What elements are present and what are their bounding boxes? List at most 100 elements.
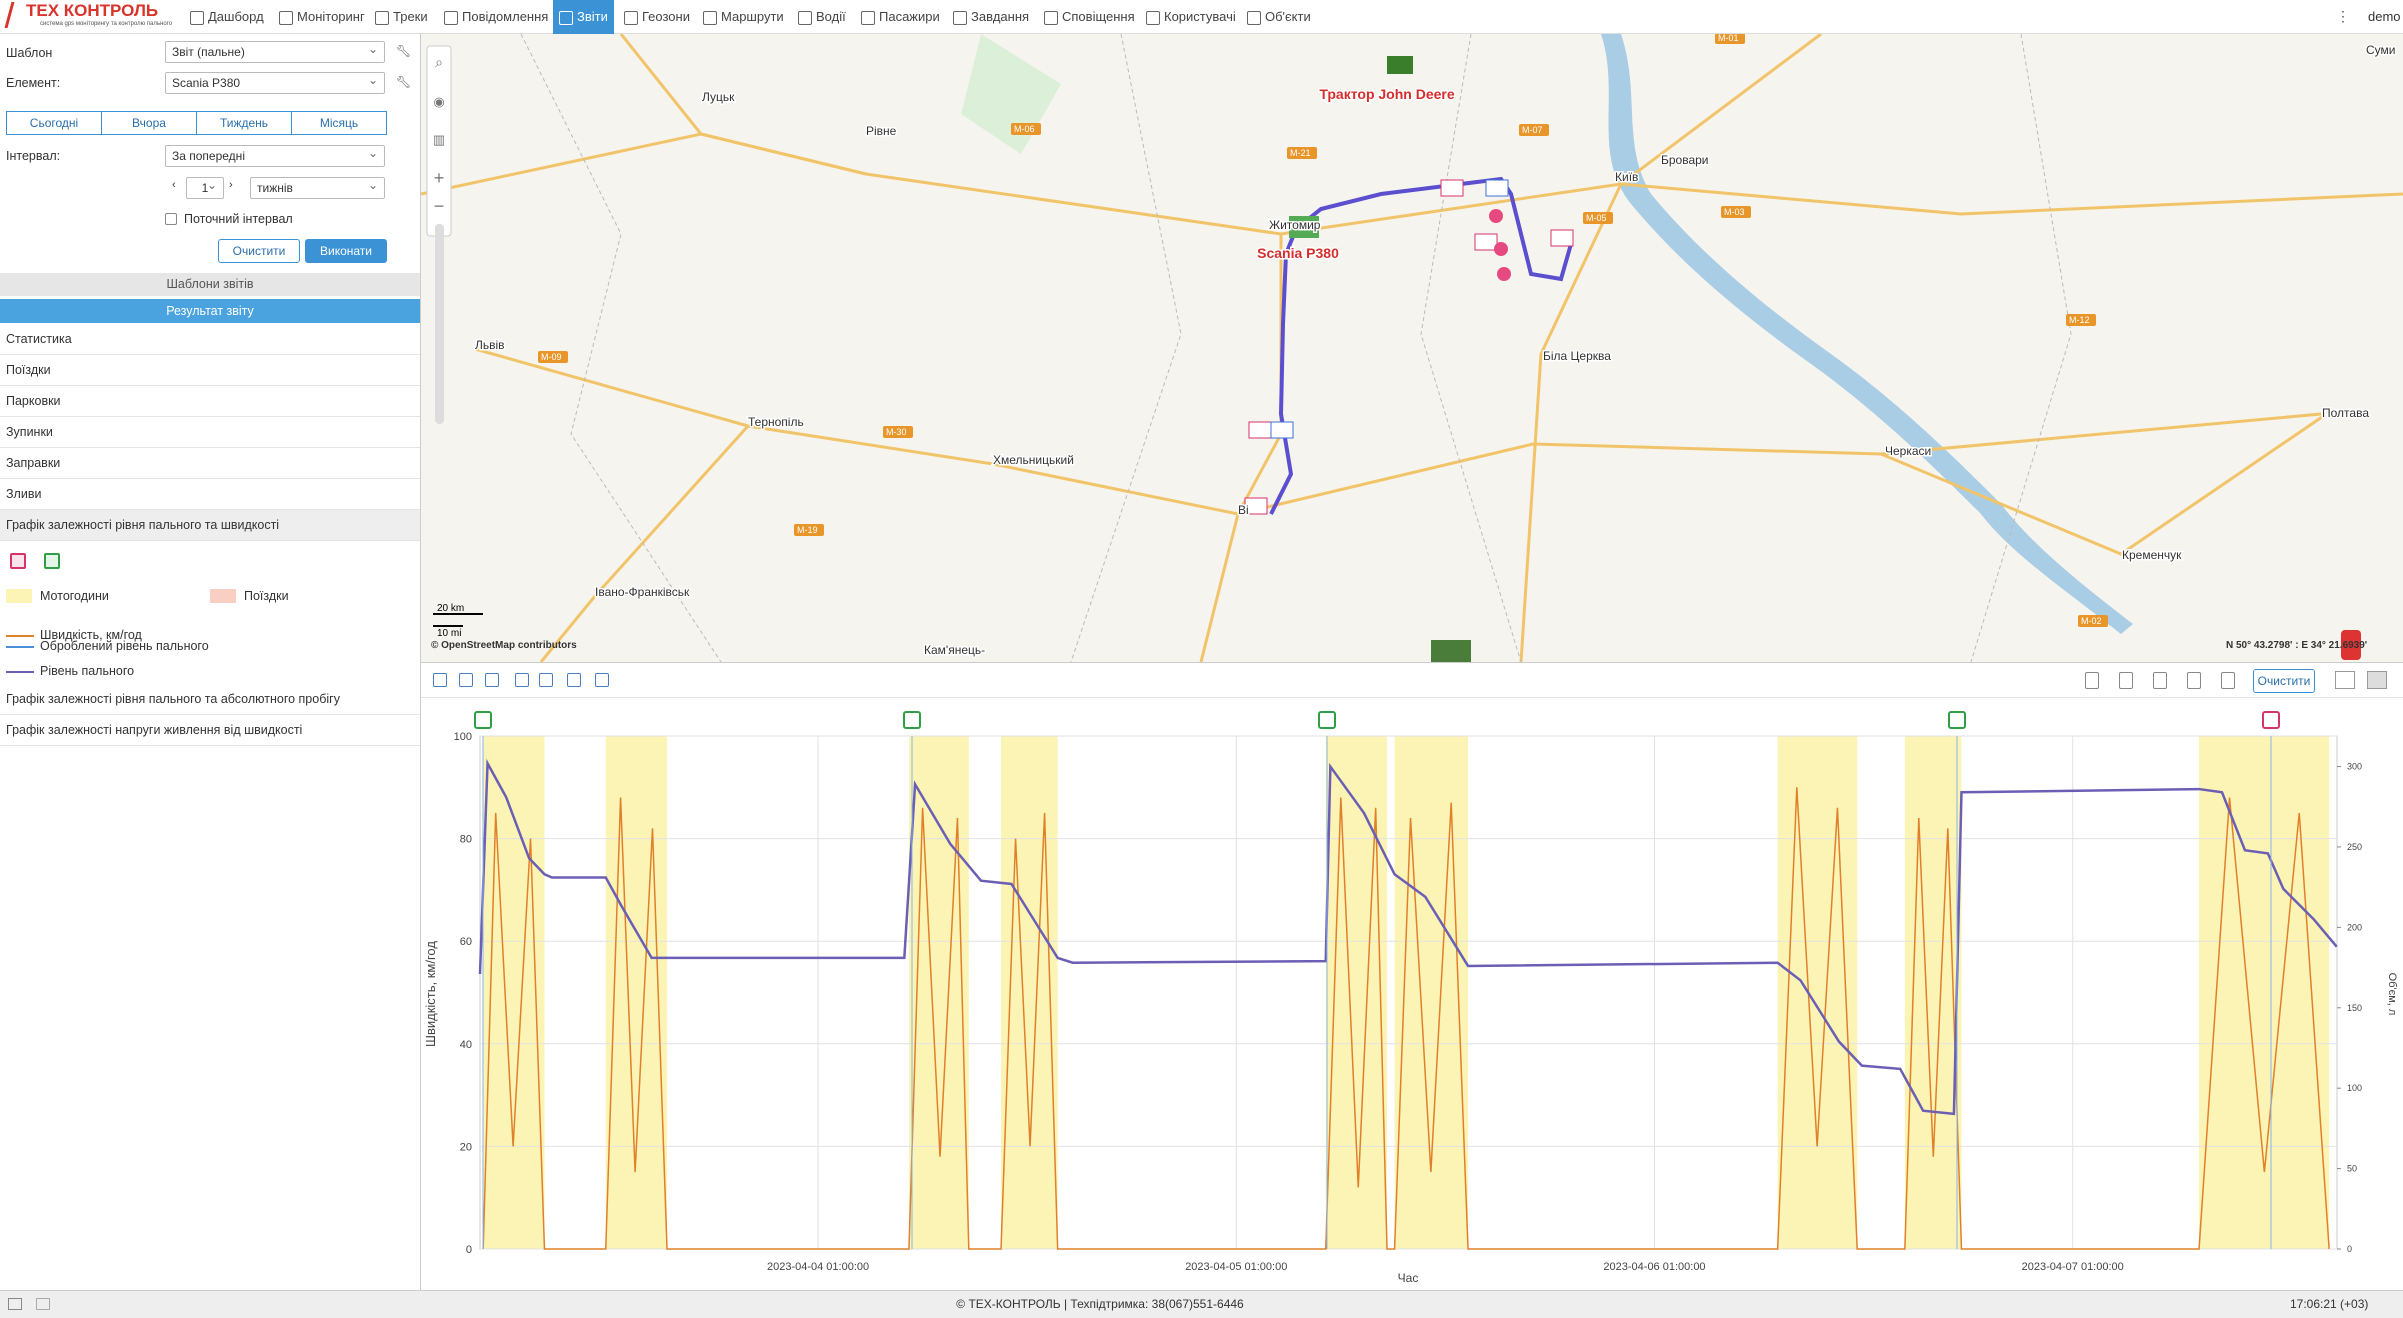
export-tool[interactable] xyxy=(2221,672,2235,689)
zoom-out[interactable]: − xyxy=(434,196,445,216)
chart-toolbar: Очистити xyxy=(421,662,2403,698)
wrench-icon[interactable]: 🔧︎ xyxy=(396,75,412,89)
chart-tool[interactable] xyxy=(433,673,447,687)
clear-button[interactable]: Очистити xyxy=(218,239,300,263)
wrench-icon[interactable]: 🔧︎ xyxy=(396,44,412,58)
vehicle-label[interactable]: Трактор John Deere xyxy=(1318,85,1456,104)
fuel-event-icon[interactable] xyxy=(474,711,492,729)
road-badge xyxy=(2066,314,2096,326)
report-section[interactable]: Зупинки xyxy=(0,417,420,448)
report-section[interactable]: Парковки xyxy=(0,386,420,417)
boundaries xyxy=(520,34,2072,662)
interval-label: Інтервал: xyxy=(6,149,61,163)
report-section[interactable]: Графік залежності рівня пального та абсо… xyxy=(0,684,420,715)
export-tool[interactable] xyxy=(2187,672,2201,689)
legend-label[interactable]: Швидкість, км/год xyxy=(40,628,142,642)
nav-item[interactable]: Повідомлення xyxy=(438,0,554,34)
period-button[interactable]: Тиждень xyxy=(196,111,292,135)
y2-tick-label: 200 xyxy=(2347,922,2362,932)
place-label: Житомир xyxy=(1269,218,1321,232)
legend-label[interactable]: Оброблений рівень пального xyxy=(40,639,209,653)
legend-label[interactable]: Рівень пального xyxy=(40,664,135,678)
vehicle-icon[interactable] xyxy=(1289,216,1319,238)
nav-item[interactable]: Звіти xyxy=(553,0,614,34)
report-section[interactable]: Зливи xyxy=(0,479,420,510)
period-button[interactable]: Вчора xyxy=(101,111,197,135)
unit-select[interactable]: тижнів xyxy=(250,175,385,199)
fuel-event-icon[interactable] xyxy=(1318,711,1336,729)
nav-item[interactable]: Сповіщення xyxy=(1038,0,1141,34)
road-label: M-03 xyxy=(1724,207,1745,217)
element-select[interactable]: Scania P380 xyxy=(165,70,385,94)
legend-label[interactable]: Мотогодини xyxy=(40,589,109,603)
menu-dots[interactable]: ⋮ xyxy=(2336,8,2350,24)
chart-toggle[interactable] xyxy=(2367,671,2387,689)
place-label: Кам'янець- xyxy=(924,643,985,657)
nav-item[interactable]: Геозони xyxy=(618,0,696,34)
zoom-in[interactable]: + xyxy=(434,168,445,188)
next-arrow[interactable]: › xyxy=(229,179,233,191)
refuel-icon[interactable] xyxy=(44,553,60,569)
nav-item[interactable]: Водії xyxy=(792,0,852,34)
nav-item[interactable]: Пасажири xyxy=(855,0,946,34)
legend-label[interactable]: Поїздки xyxy=(244,589,289,603)
layers-control[interactable]: ▥ xyxy=(433,132,445,147)
search-control[interactable]: ⌕ xyxy=(435,54,443,70)
nav-item[interactable]: Моніторинг xyxy=(273,0,371,34)
vehicle-icon[interactable] xyxy=(1387,56,1413,74)
report-section[interactable]: Статистика xyxy=(0,324,420,355)
map-toggle[interactable] xyxy=(2335,671,2355,689)
count-input[interactable]: 1 xyxy=(186,175,224,199)
logo[interactable]: ТЕХ КОНТРОЛЬ xyxy=(26,1,159,20)
prev-arrow[interactable]: ‹ xyxy=(172,179,176,191)
report-section[interactable]: Графік залежності напруги живлення від ш… xyxy=(0,715,420,746)
x-tick-label: 2023-04-07 01:00:00 xyxy=(2022,1261,2124,1273)
templates-header[interactable]: Шаблони звітів xyxy=(0,273,420,296)
chart-tool[interactable] xyxy=(539,673,553,687)
nav-item[interactable]: Користувачі xyxy=(1140,0,1242,34)
nav-item[interactable]: Завдання xyxy=(947,0,1035,34)
road-label: M-06 xyxy=(1014,124,1035,134)
interval-select[interactable]: За попередні xyxy=(165,143,385,167)
fuel-event-icon[interactable] xyxy=(2262,711,2280,729)
grid-toggle[interactable] xyxy=(36,1298,50,1310)
period-button[interactable]: Місяць xyxy=(291,111,387,135)
export-tool[interactable] xyxy=(2153,672,2167,689)
nav-item[interactable]: Об'єкти xyxy=(1241,0,1317,34)
chart-tool[interactable] xyxy=(485,673,499,687)
chart-tool[interactable] xyxy=(459,673,473,687)
eye-control[interactable]: ◉ xyxy=(433,94,444,109)
template-select[interactable]: Звіт (пальне) xyxy=(165,39,385,63)
nav-item[interactable]: Маршрути xyxy=(697,0,790,34)
export-tool[interactable] xyxy=(2119,672,2133,689)
vehicle-icon[interactable] xyxy=(1431,640,1471,662)
user-name[interactable]: demo xyxy=(2368,9,2401,24)
nav-item[interactable]: Дашборд xyxy=(184,0,270,34)
drain-icon[interactable] xyxy=(10,553,26,569)
result-header[interactable]: Результат звіту xyxy=(0,299,420,323)
chart-tool[interactable] xyxy=(595,673,609,687)
map-controls: ⌕ ◉ ▥ + − xyxy=(426,45,452,424)
checkbox-label[interactable]: Поточний інтервал xyxy=(184,212,293,226)
logo-subtitle: система gps моніторингу та контролю паль… xyxy=(40,21,173,27)
y-tick-label: 60 xyxy=(460,936,472,948)
vehicle-label[interactable]: Scania P380 xyxy=(1256,244,1341,263)
run-button[interactable]: Виконати xyxy=(305,239,387,263)
map[interactable]: ⌕ ◉ ▥ + − Луцьк Рівне Житомир Київ Бровари Су… xyxy=(421,34,2403,662)
fuel-event-icon[interactable] xyxy=(1948,711,1966,729)
checkbox[interactable] xyxy=(165,213,177,225)
panel-toggle[interactable] xyxy=(8,1298,22,1310)
clear-chart-button[interactable]: Очистити xyxy=(2253,669,2315,693)
report-section[interactable]: Заправки xyxy=(0,448,420,479)
fuel-event-icon[interactable] xyxy=(903,711,921,729)
period-button[interactable]: Сьогодні xyxy=(6,111,102,135)
chart-tool[interactable] xyxy=(567,673,581,687)
y2-tick-label: 0 xyxy=(2347,1244,2352,1254)
vehicle-icon[interactable] xyxy=(2341,630,2361,660)
chart-tool[interactable] xyxy=(515,673,529,687)
report-section[interactable]: Графік залежності рівня пального та швид… xyxy=(0,510,420,541)
export-tool[interactable] xyxy=(2085,672,2099,689)
nav-item[interactable]: Треки xyxy=(369,0,434,34)
report-section[interactable]: Поїздки xyxy=(0,355,420,386)
